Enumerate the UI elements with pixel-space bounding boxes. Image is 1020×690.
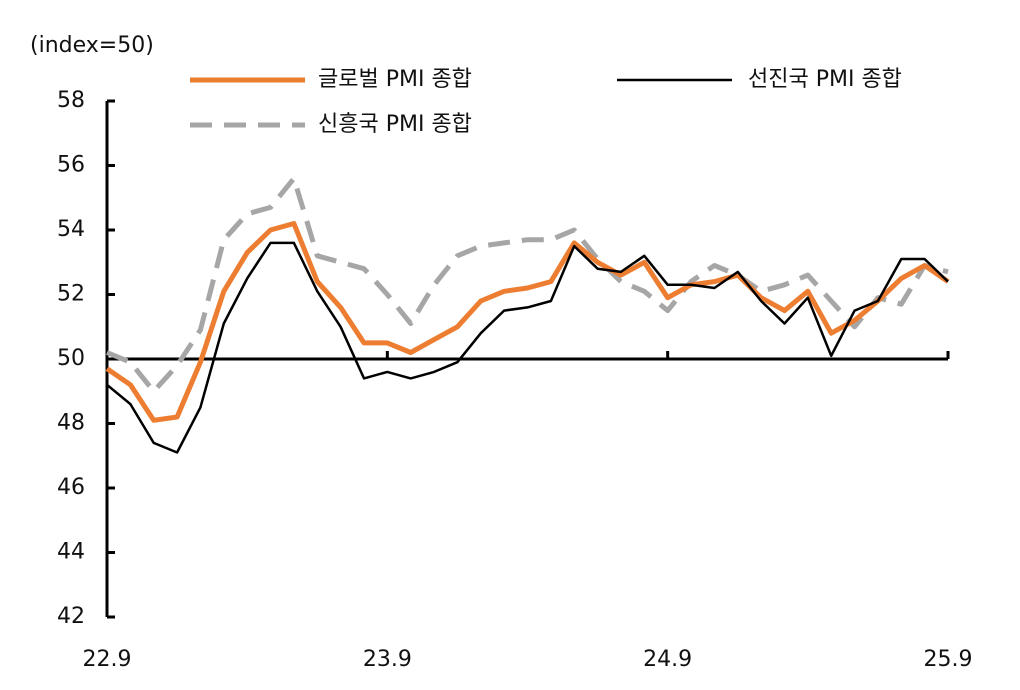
- legend-label: 신흥국 PMI 종합: [318, 112, 472, 137]
- y-axis-label: (index=50): [30, 33, 154, 58]
- legend-label: 글로벌 PMI 종합: [318, 67, 472, 92]
- y-tick-label: 54: [57, 217, 85, 242]
- x-tick-label: 25.9: [924, 647, 973, 672]
- x-tick-label: 24.9: [643, 647, 692, 672]
- y-tick-label: 50: [57, 346, 85, 371]
- y-tick-label: 56: [57, 153, 85, 178]
- y-tick-label: 48: [57, 411, 85, 436]
- y-tick-label: 44: [57, 540, 85, 565]
- series-line: [106, 241, 949, 454]
- series-line: [105, 221, 950, 423]
- y-tick-label: 46: [57, 475, 85, 500]
- y-tick-label: 58: [57, 88, 85, 113]
- x-tick-label: 23.9: [363, 647, 412, 672]
- y-tick-label: 52: [57, 282, 85, 307]
- y-tick-label: 42: [57, 604, 85, 629]
- legend-label: 선진국 PMI 종합: [748, 67, 902, 92]
- x-tick-label: 22.9: [83, 647, 132, 672]
- series-line: [106, 175, 949, 394]
